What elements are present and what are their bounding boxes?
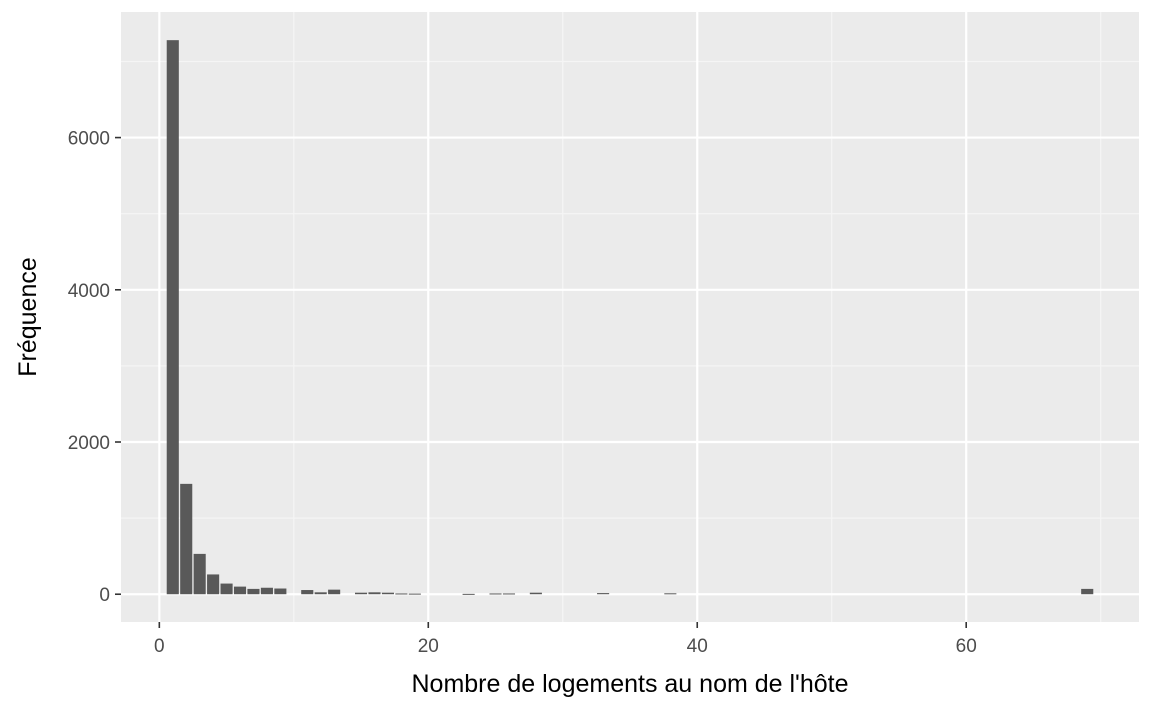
histogram-bar	[193, 553, 206, 595]
histogram-bar	[328, 589, 341, 595]
x-tick-label: 0	[154, 636, 165, 657]
histogram-bar	[597, 593, 610, 595]
y-tick-labels: 0 2000 4000 6000	[68, 129, 110, 607]
histogram-bar	[502, 593, 516, 595]
histogram-bar	[260, 587, 273, 595]
histogram-bar	[274, 588, 287, 595]
histogram-bar	[381, 592, 394, 595]
y-tick-label: 0	[99, 585, 110, 606]
histogram-bar	[529, 592, 542, 595]
histogram-bar	[462, 593, 475, 595]
histogram-bar	[247, 588, 260, 595]
histogram-bar	[301, 590, 314, 595]
y-tick-label: 2000	[68, 433, 110, 454]
histogram-bar	[314, 592, 327, 595]
x-tick-labels: 0 20 40 60	[154, 636, 977, 657]
panel-background	[121, 12, 1139, 622]
histogram-bar	[180, 483, 193, 595]
minor-gridlines	[121, 12, 1139, 622]
y-tick-label: 6000	[68, 129, 110, 150]
histogram-bar	[354, 592, 368, 595]
histogram-bar	[166, 40, 179, 595]
histogram-bar	[408, 593, 421, 595]
x-axis-title: Nombre de logements au nom de l'hôte	[412, 670, 849, 698]
histogram-bar	[368, 592, 381, 595]
histogram-bar	[489, 593, 502, 595]
histogram-bar	[664, 593, 677, 595]
x-tick-label: 60	[956, 636, 977, 657]
bars	[166, 40, 1094, 595]
y-tick-label: 4000	[68, 281, 110, 302]
y-axis-title: Fréquence	[14, 257, 42, 377]
major-gridlines	[121, 12, 1139, 622]
histogram-bar	[207, 574, 220, 595]
histogram-bar	[1081, 588, 1094, 595]
histogram-bar	[395, 593, 408, 595]
histogram-bar	[233, 586, 247, 595]
x-tick-label: 40	[687, 636, 708, 657]
axis-ticks	[115, 136, 967, 628]
histogram-bar	[220, 583, 233, 595]
x-tick-label: 20	[418, 636, 439, 657]
